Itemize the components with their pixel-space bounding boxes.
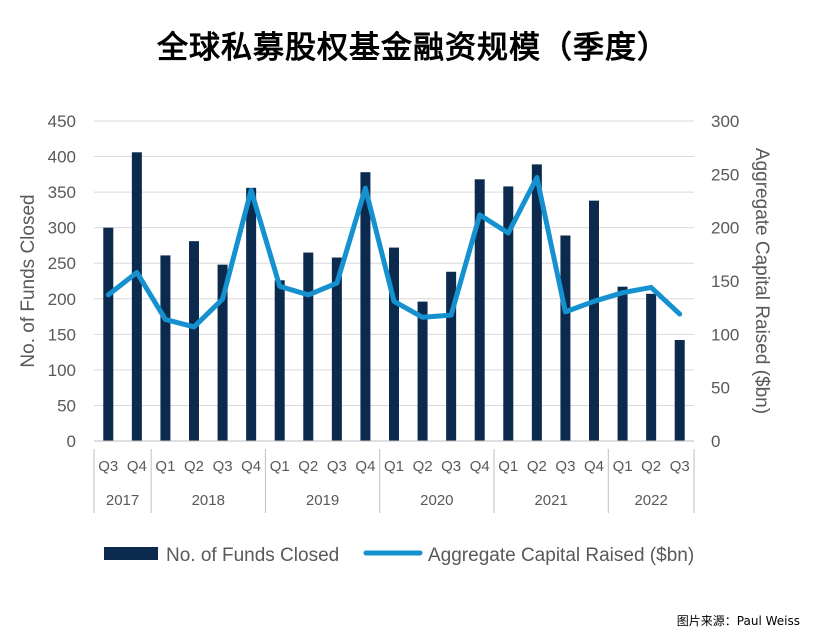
y-tick-left: 0: [67, 432, 76, 451]
bar: [646, 293, 657, 441]
y-tick-left: 100: [48, 361, 76, 380]
x-tick-label: Q2: [527, 458, 547, 475]
x-tick-label: Q3: [670, 458, 690, 475]
y-tick-right: 300: [711, 112, 739, 131]
y-tick-left: 400: [48, 148, 76, 167]
x-tick-label: Q1: [498, 458, 518, 475]
bar: [474, 179, 485, 442]
x-tick-label: Q4: [241, 458, 261, 475]
year-label: 2018: [192, 492, 225, 509]
y-tick-left: 350: [48, 183, 76, 202]
y-tick-left: 450: [48, 112, 76, 131]
x-tick-label: Q3: [98, 458, 118, 475]
bar: [303, 252, 314, 441]
x-tick-label: Q1: [155, 458, 175, 475]
x-tick-label: Q3: [555, 458, 575, 475]
bar: [589, 200, 599, 441]
year-label: 2020: [420, 492, 453, 509]
x-tick-label: Q1: [613, 458, 633, 475]
x-tick-label: Q1: [384, 458, 404, 475]
y-tick-right: 100: [711, 325, 739, 344]
bar: [531, 164, 542, 441]
x-tick-label: Q4: [355, 458, 375, 475]
bar: [217, 264, 228, 441]
bar: [274, 280, 285, 441]
bar: [131, 152, 142, 442]
y-tick-right: 50: [711, 379, 730, 398]
x-tick-label: Q2: [413, 458, 433, 475]
bar: [360, 172, 371, 441]
bar: [389, 247, 399, 441]
x-tick-label: Q3: [327, 458, 347, 475]
year-label: 2022: [634, 492, 667, 509]
bar: [560, 235, 571, 441]
page-title: 全球私募股权基金融资规模（季度）: [157, 30, 669, 66]
bar: [617, 286, 628, 441]
y-tick-left: 300: [48, 219, 76, 238]
x-tick-label: Q2: [184, 458, 204, 475]
x-tick-label: Q3: [441, 458, 461, 475]
bar: [503, 186, 514, 441]
x-tick-label: Q3: [213, 458, 233, 475]
legend-swatch-bars: [104, 547, 158, 560]
y-tick-right: 0: [711, 432, 720, 451]
bar: [246, 187, 257, 441]
x-tick-label: Q2: [641, 458, 661, 475]
year-label: 2021: [534, 492, 567, 509]
x-tick-label: Q2: [298, 458, 318, 475]
y-axis-title-right: Aggregate Capital Raised ($bn): [751, 148, 772, 414]
legend-label-bars: No. of Funds Closed: [166, 545, 339, 566]
x-tick-label: Q1: [270, 458, 290, 475]
bar: [189, 241, 199, 441]
y-tick-left: 250: [48, 254, 76, 273]
bar: [417, 301, 428, 441]
x-tick-label: Q4: [584, 458, 604, 475]
x-tick-label: Q4: [470, 458, 490, 475]
bar: [160, 255, 171, 441]
x-tick-label: Q4: [127, 458, 147, 475]
y-tick-right: 150: [711, 272, 739, 291]
y-tick-right: 200: [711, 219, 739, 238]
source-note: 图片来源：Paul Weiss: [676, 614, 800, 628]
year-label: 2019: [306, 492, 339, 509]
bar: [446, 271, 457, 441]
bar: [331, 257, 342, 441]
year-label: 2017: [106, 492, 139, 509]
y-tick-right: 250: [711, 165, 739, 184]
y-tick-left: 50: [57, 396, 76, 415]
y-tick-left: 200: [48, 290, 76, 309]
legend-label-line: Aggregate Capital Raised ($bn): [428, 545, 694, 566]
y-axis-title-left: No. of Funds Closed: [18, 194, 39, 367]
y-tick-left: 150: [48, 325, 76, 344]
bar: [674, 340, 685, 441]
bar: [103, 227, 114, 441]
